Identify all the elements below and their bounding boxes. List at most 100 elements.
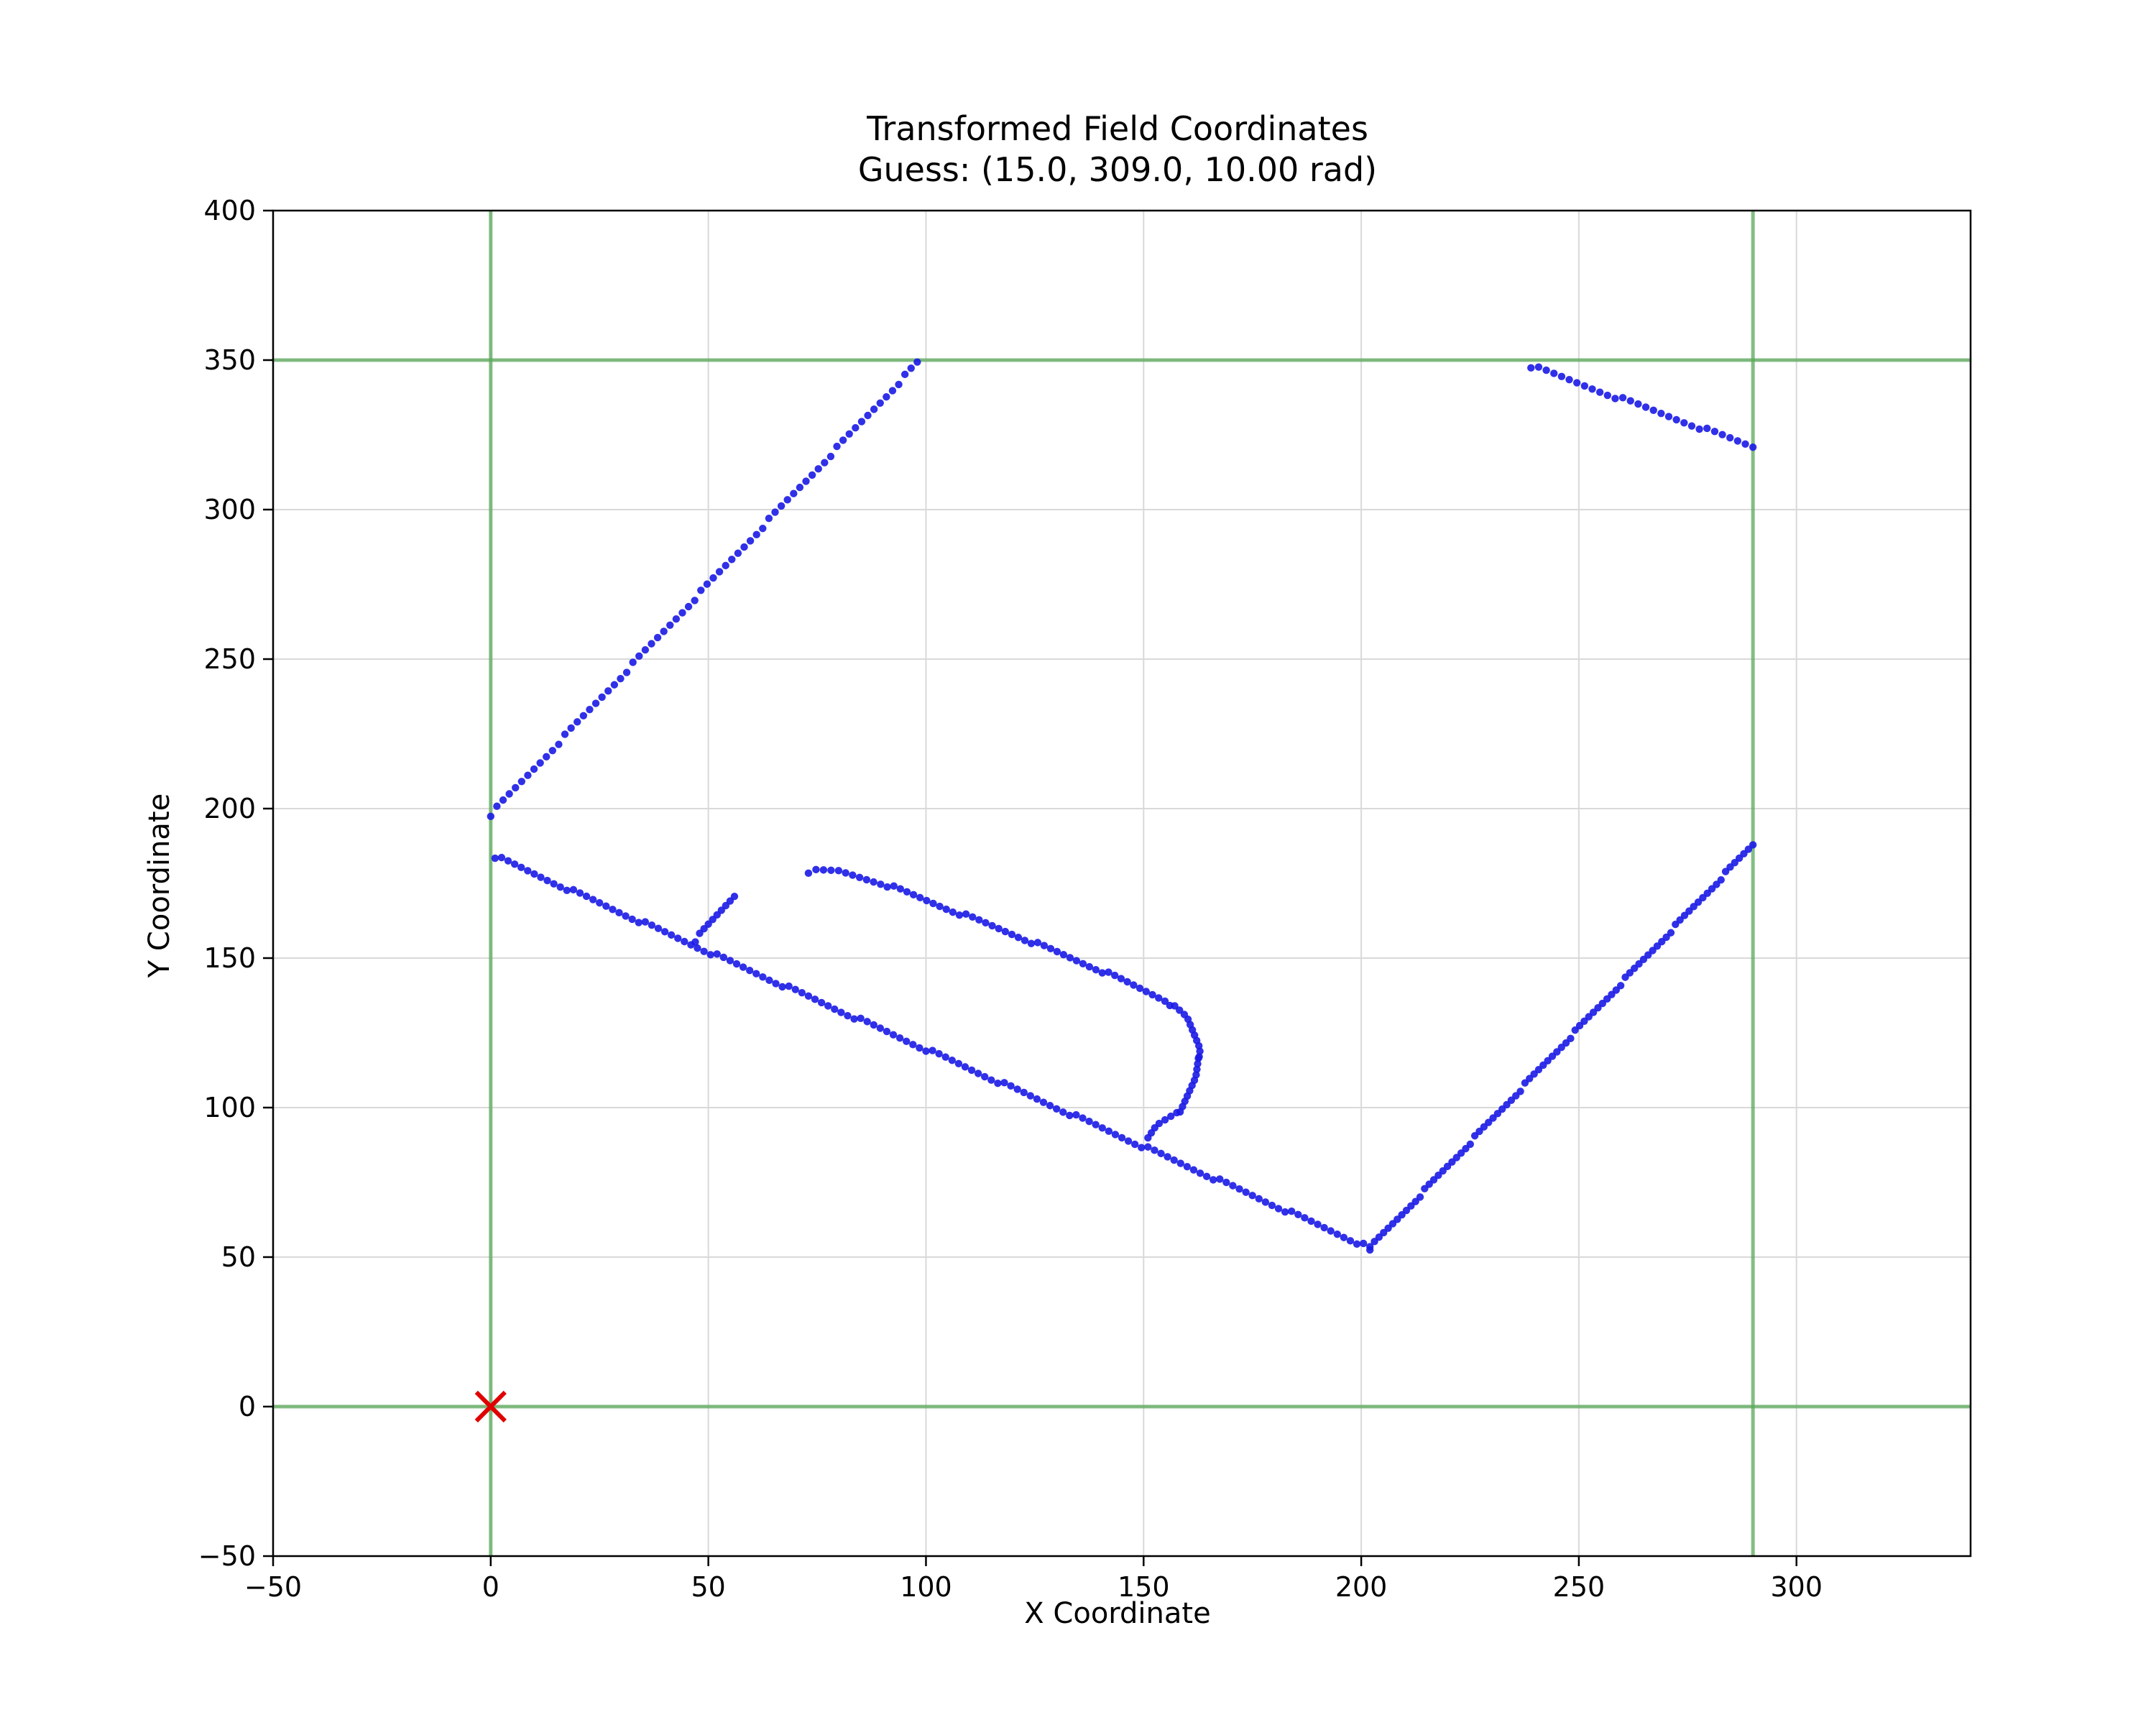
- data-point: [785, 982, 793, 990]
- data-point: [591, 699, 600, 707]
- data-point: [1616, 982, 1625, 990]
- y-tick-label: −50: [198, 1540, 256, 1572]
- data-point: [850, 1015, 858, 1023]
- data-point: [666, 621, 674, 630]
- data-point: [883, 883, 891, 891]
- data-point: [610, 681, 619, 689]
- data-point: [713, 950, 721, 958]
- plot-frame: [272, 209, 1972, 1558]
- data-point: [1033, 939, 1042, 947]
- data-point: [1085, 1117, 1093, 1126]
- data-point: [916, 1044, 923, 1052]
- data-point: [896, 885, 905, 893]
- data-point: [1595, 388, 1604, 396]
- data-point: [589, 896, 597, 903]
- data-point: [648, 640, 655, 648]
- data-point: [1098, 1124, 1106, 1132]
- data-point: [1327, 1227, 1335, 1235]
- data-point: [1079, 960, 1087, 968]
- data-point: [1255, 1195, 1263, 1203]
- data-point: [1008, 930, 1016, 939]
- data-point: [967, 1066, 976, 1075]
- data-point: [730, 892, 739, 901]
- data-point: [1118, 1133, 1126, 1142]
- data-point: [530, 870, 538, 878]
- data-point: [1130, 1140, 1139, 1149]
- data-point: [1333, 1230, 1341, 1238]
- data-point: [759, 973, 767, 981]
- data-point: [819, 866, 828, 874]
- data-point: [1626, 397, 1634, 405]
- data-point: [982, 919, 990, 927]
- data-point: [576, 889, 584, 897]
- data-point: [831, 1005, 839, 1013]
- data-point: [1416, 1193, 1424, 1201]
- data-point: [703, 580, 711, 588]
- data-point: [1161, 1116, 1169, 1124]
- data-point: [1672, 415, 1680, 424]
- data-point: [1353, 1240, 1361, 1248]
- data-point: [844, 1011, 852, 1020]
- data-point: [1189, 1166, 1198, 1174]
- data-point: [1040, 942, 1049, 949]
- data-point: [1092, 1121, 1100, 1128]
- data-point: [1039, 1098, 1048, 1106]
- data-point: [548, 747, 557, 755]
- data-point: [524, 771, 532, 779]
- data-point: [759, 525, 767, 533]
- data-point: [1664, 413, 1673, 420]
- data-point: [995, 924, 1003, 933]
- data-point: [715, 568, 724, 576]
- data-point: [1020, 1088, 1028, 1097]
- data-point: [1135, 984, 1144, 993]
- data-point: [1000, 1079, 1008, 1087]
- data-point: [660, 627, 668, 635]
- data-point: [752, 530, 760, 539]
- data-point: [524, 867, 532, 875]
- data-point: [674, 934, 682, 942]
- data-point: [855, 873, 864, 881]
- data-point: [579, 712, 588, 719]
- data-point: [1176, 1006, 1184, 1014]
- data-point: [1703, 424, 1711, 433]
- data-point: [808, 471, 816, 479]
- y-axis-label: Y Coordinate: [143, 794, 176, 978]
- data-point: [1216, 1175, 1224, 1183]
- data-point: [783, 496, 791, 504]
- y-tick-label: 300: [203, 494, 256, 525]
- data-point: [734, 549, 742, 557]
- data-point: [660, 928, 669, 936]
- data-point: [1307, 1217, 1315, 1225]
- data-point: [1027, 939, 1036, 947]
- data-point: [604, 687, 612, 695]
- data-point: [691, 938, 699, 946]
- data-point: [1235, 1184, 1243, 1193]
- data-point: [654, 924, 663, 932]
- data-point: [994, 1080, 1002, 1087]
- data-point: [1749, 443, 1757, 451]
- data-point: [857, 418, 866, 426]
- data-point: [1288, 1208, 1296, 1215]
- data-point: [864, 411, 872, 420]
- data-point: [1098, 969, 1106, 977]
- data-point: [1196, 1047, 1204, 1055]
- data-point: [817, 998, 826, 1007]
- y-tick-label: 150: [203, 942, 256, 974]
- data-point: [883, 392, 890, 401]
- data-point: [889, 1031, 898, 1039]
- data-point: [1641, 403, 1650, 411]
- data-point: [870, 878, 877, 886]
- data-point: [1314, 1220, 1322, 1228]
- data-point: [745, 966, 754, 975]
- x-tick-label: 50: [691, 1571, 725, 1603]
- data-point: [740, 543, 748, 551]
- data-point: [1301, 1214, 1309, 1222]
- data-point: [667, 931, 676, 939]
- data-point: [821, 459, 829, 466]
- data-point: [1557, 372, 1566, 381]
- data-point: [493, 802, 501, 810]
- data-point: [543, 876, 551, 885]
- data-point: [1167, 1112, 1175, 1121]
- data-point: [732, 960, 741, 968]
- scan-points: [487, 358, 1757, 1254]
